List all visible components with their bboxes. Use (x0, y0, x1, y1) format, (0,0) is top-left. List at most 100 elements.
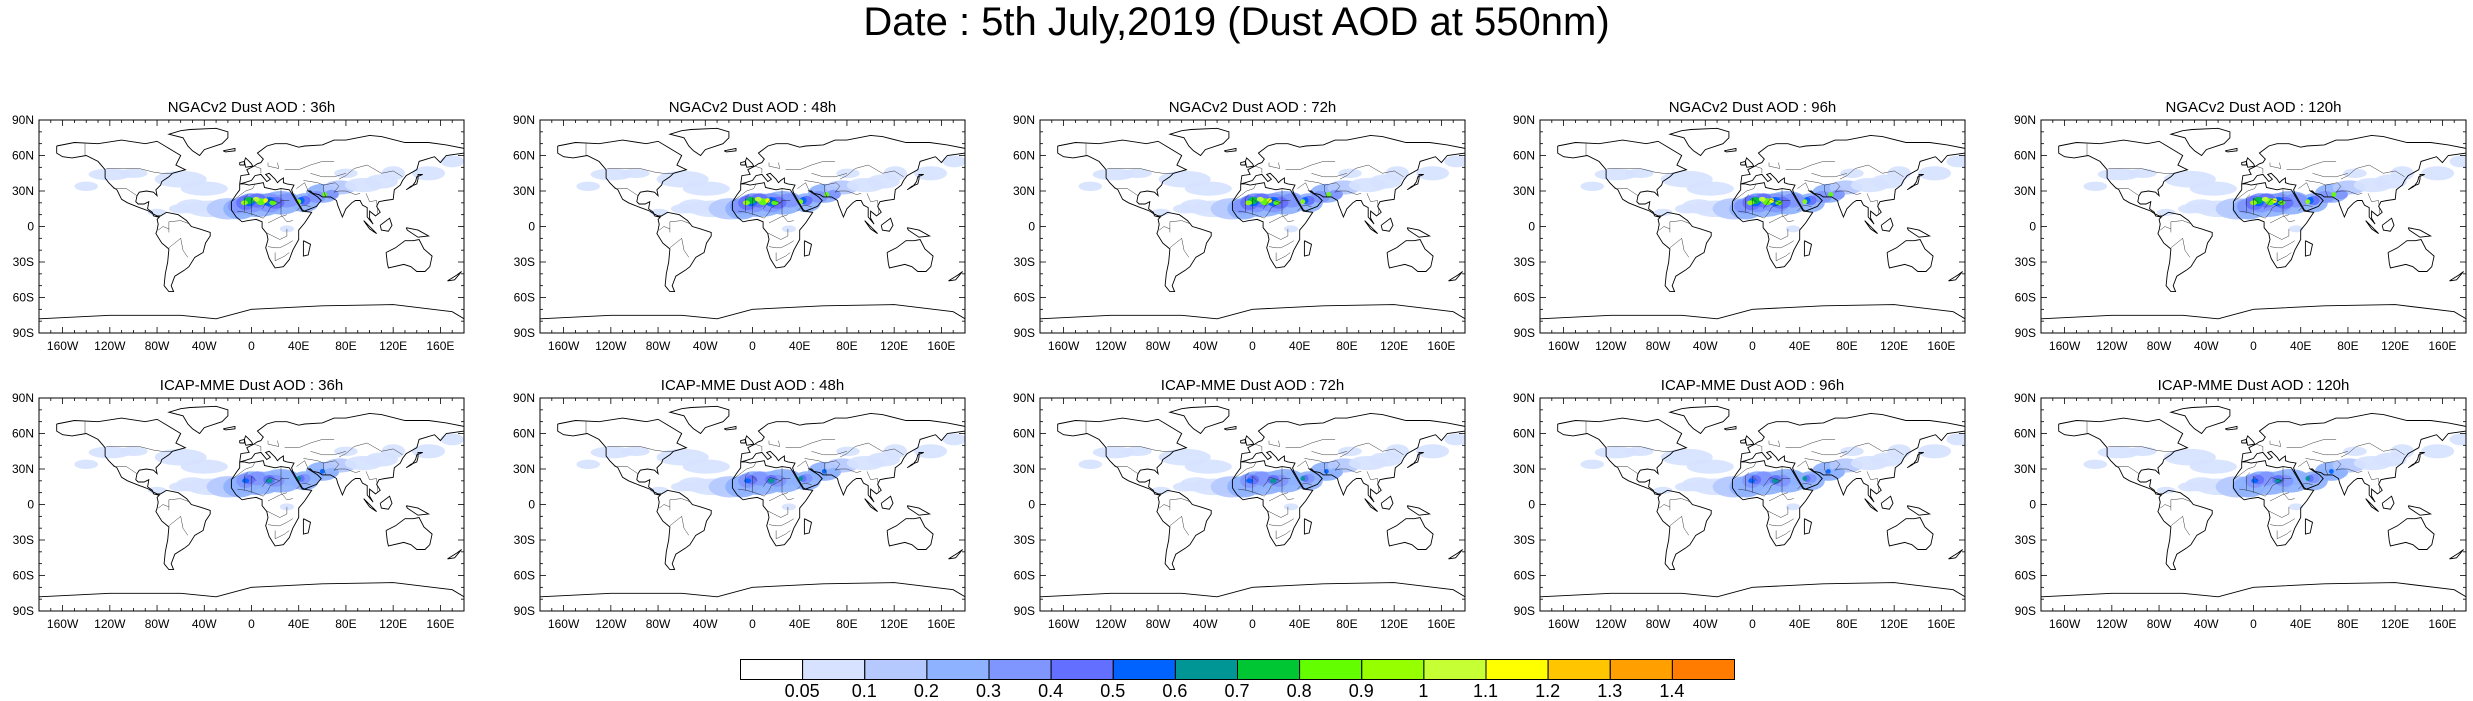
aod-contour (180, 181, 228, 196)
panel-title: ICAP-MME Dust AOD : 36h (159, 377, 344, 394)
lat-tick-label: 30S (2015, 255, 2036, 269)
lat-tick-label: 60N (1013, 149, 1035, 163)
aod-contour (381, 166, 406, 181)
aod-contour (914, 166, 948, 181)
aod-contour (1946, 433, 1965, 446)
aod-contour (319, 469, 325, 474)
lat-tick-label: 90S (1014, 604, 1035, 618)
colorbar-label: 1.1 (1472, 681, 1499, 701)
colorbar-box (1112, 659, 1176, 680)
aod-contour (119, 168, 148, 178)
dust-aod-field (74, 155, 464, 233)
panel-title: ICAP-MME Dust AOD : 72h (1160, 377, 1345, 394)
colorbar-label: 0.9 (1348, 681, 1374, 701)
lon-tick-label: 160E (1427, 617, 1455, 631)
colorbar-box (1609, 659, 1673, 680)
colorbar-label: 0.2 (913, 681, 939, 701)
aod-contour (836, 168, 860, 178)
aod-contour (1172, 482, 1197, 492)
colorbar-label: 1.3 (1597, 681, 1623, 701)
map-frame (38, 397, 465, 612)
lon-tick-label: 160E (927, 339, 955, 353)
lat-tick-label: 60S (1014, 569, 1035, 583)
aod-contour (1444, 433, 1465, 446)
lon-tick-label: 160W (1548, 617, 1580, 631)
lat-tick-label: 90N (513, 391, 535, 405)
aod-contour (2178, 204, 2202, 214)
coastlines (38, 127, 465, 320)
lat-tick-label: 60S (2015, 569, 2036, 583)
aod-contour (1245, 200, 1252, 206)
aod-contour (576, 459, 600, 469)
panel-title: ICAP-MME Dust AOD : 96h (1660, 377, 1845, 394)
aod-contour (334, 446, 358, 456)
aod-contour (1674, 204, 1699, 214)
lon-tick-label: 120W (1095, 617, 1127, 631)
aod-contour (744, 478, 752, 484)
lon-tick-label: 80W (1146, 617, 1171, 631)
ticks (2040, 119, 2467, 334)
colorbar-box (740, 659, 804, 680)
map-frame (1039, 119, 1466, 334)
aod-contour (1802, 476, 1808, 481)
world-map: 160W 120W 80W 40W 0 40E 80E 120E 160E 90N 60N 30N 0 3… (2014, 113, 2467, 353)
lon-tick-label: 80E (836, 339, 857, 353)
map-frame (1539, 119, 1966, 334)
colorbar-box (1237, 659, 1301, 680)
aod-contour (942, 155, 965, 168)
ticks (1039, 119, 1466, 334)
lon-tick-label: 80E (335, 339, 356, 353)
lon-tick-label: 160W (2049, 617, 2081, 631)
country-borders (84, 421, 403, 540)
aod-contour (2421, 166, 2455, 181)
aod-contour (2156, 208, 2176, 216)
aod-contour (168, 482, 193, 492)
aod-contour (381, 444, 406, 459)
aod-contour (942, 433, 965, 446)
aod-contour (1785, 503, 1801, 511)
aod-contour (1802, 199, 1808, 205)
aod-contour (440, 155, 464, 168)
lat-tick-label: 30N (2014, 184, 2036, 198)
lat-tick-label: 60N (2014, 149, 2036, 163)
lon-tick-label: 40E (789, 617, 810, 631)
lat-tick-label: 90N (2014, 113, 2036, 127)
aod-contour (1686, 459, 1734, 474)
aod-contour (1283, 225, 1299, 233)
lon-tick-label: 160E (1927, 339, 1955, 353)
aod-contour (1918, 166, 1952, 181)
aod-contour (781, 225, 796, 233)
lat-tick-label: 0 (2029, 220, 2036, 234)
lon-tick-label: 160E (1427, 339, 1455, 353)
aod-contour (2449, 155, 2466, 168)
ticks (38, 397, 465, 612)
lon-tick-label: 160W (548, 617, 580, 631)
aod-contour (1184, 181, 1232, 196)
lat-tick-label: 30N (12, 184, 34, 198)
lon-tick-label: 40E (2290, 617, 2311, 631)
map-frame (38, 119, 465, 334)
lon-tick-label: 120W (1095, 339, 1127, 353)
lon-tick-label: 40W (2194, 339, 2219, 353)
lat-tick-label: 60N (12, 427, 34, 441)
lat-tick-label: 30N (1513, 184, 1535, 198)
aod-contour (765, 198, 771, 203)
aod-contour (2288, 225, 2304, 233)
lon-tick-label: 40W (1693, 617, 1718, 631)
aod-contour (242, 478, 250, 484)
lon-tick-label: 120W (2096, 617, 2128, 631)
aod-contour (2305, 199, 2311, 205)
lon-tick-label: 160W (47, 339, 79, 353)
lat-tick-label: 60S (514, 291, 535, 305)
colorbar-label: 0.4 (1038, 681, 1064, 701)
lat-tick-label: 0 (27, 220, 34, 234)
lat-tick-label: 60S (13, 291, 34, 305)
aod-contour (742, 200, 750, 206)
dust-aod-field (1580, 433, 1965, 511)
colorbar-box (1547, 659, 1611, 680)
aod-contour (1078, 459, 1103, 469)
lon-tick-label: 160E (927, 617, 955, 631)
world-map: 160W 120W 80W 40W 0 40E 80E 120E 160E 90N 60N 30N 0 3… (1513, 391, 1966, 631)
aod-contour (1444, 155, 1465, 168)
lon-tick-label: 40W (2194, 617, 2219, 631)
